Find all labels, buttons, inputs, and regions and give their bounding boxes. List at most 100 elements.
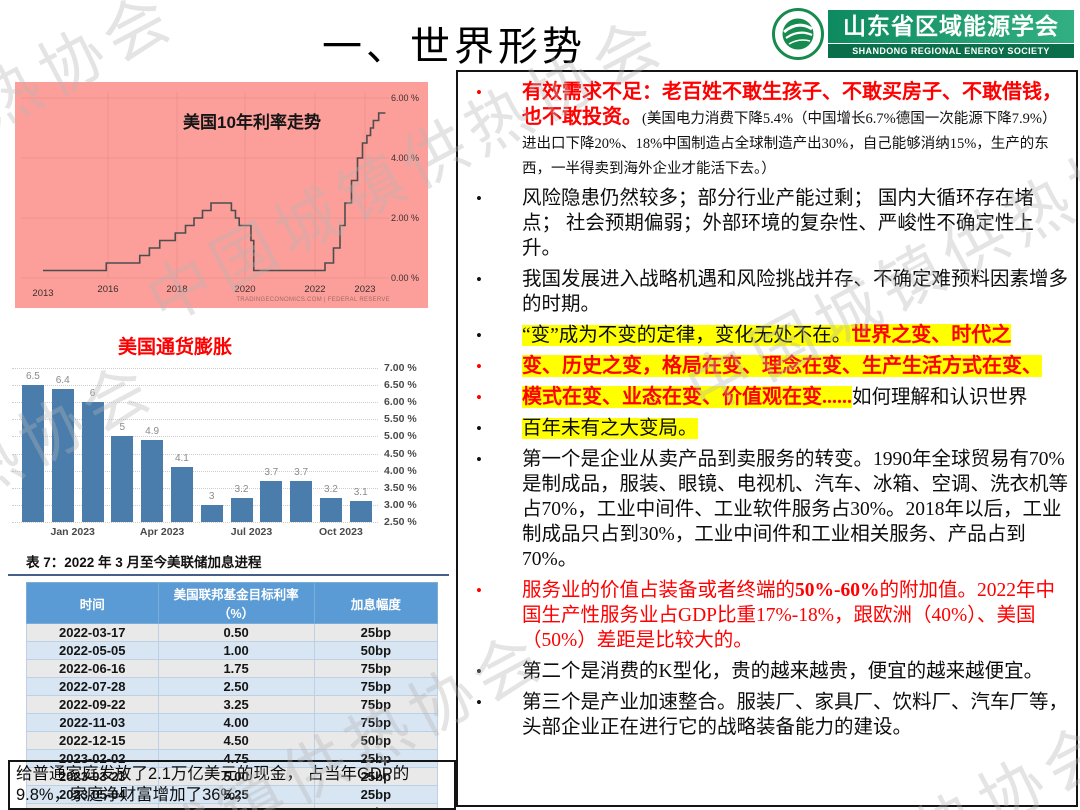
inflation-x-tick: Jul 2023 [230,526,273,538]
bullet-item: • 风险隐患仍然较多；部分行业产能过剩； 国内大循环存在堵点； 社会预期偏弱；外部… [464,186,1068,261]
text-segment: 第三个是产业加速整合。服装厂、家具厂、饮料厂、汽车厂等，头部企业正在进行它的战略… [522,692,1069,738]
text-segment: 的附加值。2022年中国生产性服务业占GDP比重17%-18%，跟欧洲（40%）… [522,580,1056,651]
bullet-item: • 有效需求不足：老百姓不敢生孩子、不敢买房子、不敢借钱，也不敢投资。(美国电力消… [464,80,1068,180]
text-segment: 如何理解和认识世界 [852,387,1028,408]
text-segment: 变、历史之变，格局在变、理念在变、生产生活方式在变、 [522,355,1042,377]
bullet-dot: • [476,419,482,438]
gridline [12,368,378,369]
table-row: 2022-11-03 4.00 75bp [26,713,439,732]
rate-x-tick: 2013 [32,288,54,299]
table-cell: 25bp [313,803,439,810]
bullet-dot: • [476,270,482,289]
rate-chart-source: TRADINGECONOMICS.COM | FEDERAL RESERVE [236,297,390,303]
inflation-bar [319,498,342,522]
inflation-bar [200,504,223,522]
gridline [12,385,378,387]
gridline [12,487,378,489]
text-segment: 百年未有之大变局。 [522,418,698,439]
table-cell: 4.00 [157,713,315,732]
page-title: 一、世界形势 [322,24,586,69]
inflation-bar-value: 3.1 [353,487,368,499]
text-segment: (美国电力消费下降5.4%（中国增长6.7%德国一次能源下降7.9%）进出口下降… [522,111,1057,177]
inflation-bar [349,501,372,522]
inflation-y-tick: 5.00 % [384,430,417,443]
text-segment: 50%-60% [795,580,880,601]
gridline [12,504,378,506]
table-cell: 2022-12-15 [26,731,159,750]
inflation-bar [290,480,313,522]
org-name-cn: 山东省区域能源学会 [828,10,1074,43]
text-segment: 第一个是企业从卖产品到卖服务的转变。1990年全球贸易有70%是制成品，服装、眼… [522,449,1069,570]
table-cell: 2022-03-17 [26,623,159,642]
table-cell: 2.50 [157,677,315,696]
inflation-bar [230,498,253,522]
inflation-bar-value: 4.9 [145,425,160,437]
rate-y-tick: 2.00 % [391,213,420,223]
bullet-item: • 第三个是产业加速整合。服装厂、家具厂、饮料厂、汽车厂等，头部企业正在进行它的战… [464,690,1068,740]
bullet-text: 服务业的价值占装备或者终端的50%-60%的附加值。2022年中国生产性服务业占… [522,578,1068,653]
table-header-cell: 美国联邦基金目标利率（%） [157,582,315,624]
bullet-text: 有效需求不足：老百姓不敢生孩子、不敢买房子、不敢借钱，也不敢投资。(美国电力消费… [522,80,1068,180]
inflation-bar [81,402,104,522]
rate-y-tick: 0.00 % [391,273,420,283]
bullet-text: 风险隐患仍然较多；部分行业产能过剩； 国内大循环存在堵点； 社会预期偏弱；外部环… [522,186,1068,261]
bullet-text: 我国发展进入战略机遇和风险挑战并存、不确定难预料因素增多的时期。 [522,267,1068,317]
inflation-y-tick: 3.00 % [384,498,417,511]
gridline [12,453,378,455]
table-cell: 1.00 [157,641,315,660]
bullet-item: • “变”成为不变的定律，变化无处不在。世界之变、时代之 [464,323,1068,348]
table-cell: 2023-03-23 [26,767,159,786]
inflation-chart-title: 美国通货膨胀 [117,337,232,358]
rate-x-tick: 2020 [234,284,256,295]
bullet-item: • 我国发展进入战略机遇和风险挑战并存、不确定难预料因素增多的时期。 [464,267,1068,317]
table-row: 2022-03-17 0.50 25bp [26,623,439,642]
table-cell: 75bp [313,713,439,732]
table-row: 2023-05-04 5.25 25bp [26,785,439,804]
table-header-row: 时间 美国联邦基金目标利率（%） 加息幅度 [26,582,439,624]
inflation-y-tick: 3.50 % [384,481,417,494]
bullet-dot: • [476,450,482,469]
table-header-cell: 加息幅度 [313,582,439,624]
bullet-item: • 第二个是消费的K型化，贵的越来越贵，便宜的越来越便宜。 [464,659,1068,684]
bullet-item: • 服务业的价值占装备或者终端的50%-60%的附加值。2022年中国生产性服务业… [464,578,1068,653]
bullet-text: 第二个是消费的K型化，贵的越来越贵，便宜的越来越便宜。 [522,659,1068,684]
table-cell: 25bp [313,623,439,642]
table-cell: 75bp [313,695,439,714]
inflation-bar-value: 3.2 [234,484,249,496]
text-segment: 世界之变、时代之 [851,324,1012,346]
table-row: 2023-02-02 4.75 25bp [26,749,439,768]
inflation-y-tick: 2.50 % [384,516,417,528]
rate-y-tick: 4.00 % [391,153,420,163]
inflation-bar [170,467,193,522]
cash-handout-note: 给普通家庭发放了2.1万亿美元的现金， 占当年GDP的9.8%，家庭净财富增加了… [8,760,456,810]
inflation-bar [111,436,134,522]
rate-x-tick: 2023 [354,284,376,295]
bullet-dot: • [476,581,482,600]
cash-handout-note-text: 给普通家庭发放了2.1万亿美元的现金， 占当年GDP的9.8%，家庭净财富增加了… [16,765,410,804]
gridline [12,522,378,523]
text-segment: 第二个是消费的K型化，贵的越来越贵，便宜的越来越便宜。 [522,661,1044,682]
inflation-bar-value: 3.7 [294,466,309,478]
rate-x-tick: 2022 [304,284,326,295]
bullet-item: • 变、历史之变，格局在变、理念在变、生产生活方式在变、 [464,354,1068,379]
inflation-bar [141,439,164,522]
gridline [12,470,378,472]
table-cell: 5.00 [157,767,315,786]
org-name-block: 山东省区域能源学会 SHANDONG REGIONAL ENERGY SOCIE… [828,10,1074,58]
bullet-text: 第一个是企业从卖产品到卖服务的转变。1990年全球贸易有70%是制成品，服装、眼… [522,447,1068,572]
table-cell: 2023-05-04 [26,785,159,804]
bullet-dot: • [476,693,482,712]
inflation-x-tick: Jan 2023 [50,526,95,538]
rate-y-tick: 6.00 % [391,93,420,103]
inflation-bar [260,480,283,522]
inflation-bar-value: 3 [208,490,215,502]
inflation-y-tick: 7.00 % [384,362,417,374]
table-cell: 4.50 [157,731,315,750]
inflation-y-tick: 4.50 % [384,447,417,460]
table-row: 2022-07-28 2.50 75bp [26,677,439,696]
text-segment: 模式在变、业态在变、价值观在变...... [522,386,852,408]
inflation-y-tick: 4.00 % [384,464,417,477]
table-cell: 2022-05-05 [26,641,159,660]
inflation-x-tick: Apr 2023 [139,526,185,538]
